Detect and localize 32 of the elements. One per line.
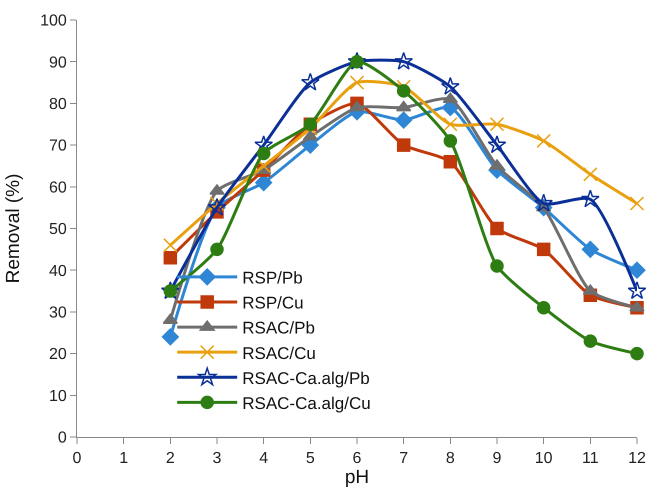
x-tick-label: 1 — [119, 450, 128, 468]
x-tick-label: 4 — [259, 450, 268, 468]
y-tick-label: 10 — [49, 388, 67, 405]
y-axis-title: Removal (%) — [2, 174, 24, 284]
y-tick-label: 80 — [49, 96, 67, 113]
legend-label: RSAC/Pb — [242, 318, 315, 338]
legend-label: RSAC-Ca.alg/Cu — [242, 394, 371, 413]
x-tick-label: 9 — [492, 450, 502, 468]
y-tick-label: 100 — [40, 12, 67, 30]
x-tick-label: 11 — [582, 450, 599, 468]
x-tick-label: 7 — [399, 450, 408, 468]
y-tick-label: 30 — [49, 304, 67, 322]
y-tick-label: 20 — [49, 346, 67, 364]
x-tick-label: 0 — [72, 450, 82, 468]
y-tick-label: 90 — [49, 54, 67, 72]
legend-label: RSAC/Cu — [242, 344, 316, 363]
x-tick-label: 2 — [166, 450, 175, 468]
y-tick-label: 0 — [58, 430, 67, 447]
x-tick-label: 10 — [534, 450, 553, 468]
y-tick-label: 50 — [49, 221, 67, 238]
legend-label: RSP/Pb — [242, 268, 303, 288]
y-tick-label: 60 — [49, 179, 67, 196]
x-tick-label: 12 — [628, 450, 646, 468]
x-tick-label: 5 — [306, 450, 315, 468]
x-tick-label: 3 — [212, 450, 222, 468]
y-tick-label: 40 — [49, 262, 67, 280]
x-tick-label: 8 — [446, 450, 455, 468]
y-tick-label: 70 — [49, 138, 67, 155]
legend-label: RSAC-Ca.alg/Pb — [242, 368, 370, 388]
legend-label: RSP/Cu — [242, 294, 304, 313]
x-tick-label: 6 — [352, 450, 362, 468]
x-axis-title: pH — [344, 467, 370, 488]
